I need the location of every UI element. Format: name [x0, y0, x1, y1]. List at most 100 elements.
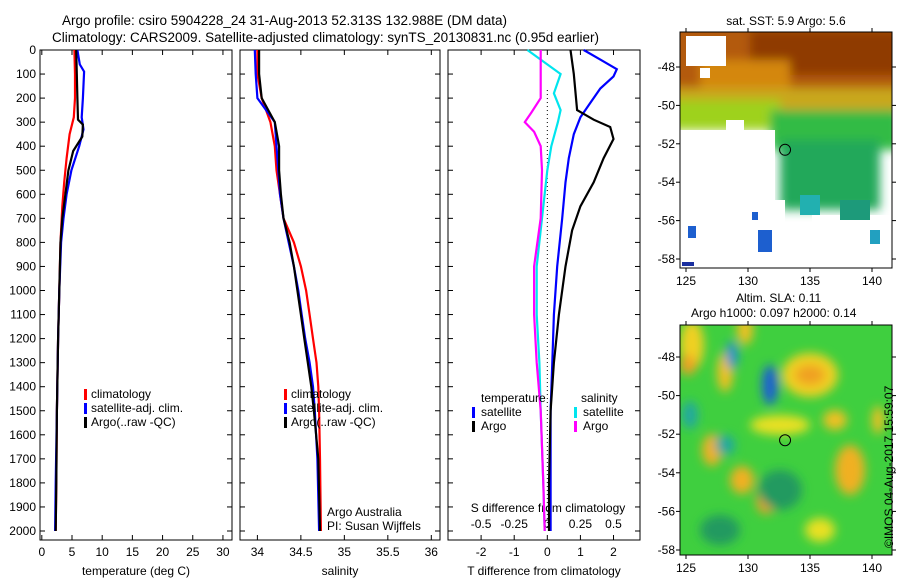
depth-tick-label: 0: [29, 43, 36, 57]
panel-frame: [39, 49, 233, 541]
figure-title: Argo profile: csiro 5904228_24 31-Aug-20…: [62, 13, 507, 28]
x-tick-label: 30: [216, 545, 230, 559]
lon-tick-label: 125: [676, 561, 696, 575]
x-tick-label: 0: [38, 545, 45, 559]
depth-tick-label: 1300: [9, 356, 36, 370]
argo-annotation: PI: Susan Wijffels: [327, 519, 421, 533]
legend-label: Argo: [583, 419, 609, 433]
depth-tick-label: 400: [16, 139, 36, 153]
lat-tick-label: -48: [658, 60, 676, 74]
series-line-salinity-argo: [523, 50, 546, 532]
lat-tick-label: -58: [658, 543, 676, 557]
depth-tick-label: 2000: [9, 524, 36, 538]
x-axis-label: temperature (deg C): [82, 564, 190, 578]
legend-title: temperature: [481, 391, 546, 405]
profile-panel-3: -2 -1 0 1 2 T difference from climatology -0.5…: [447, 49, 641, 578]
series-line-climatology: [256, 50, 322, 532]
legend-label: climatology: [91, 387, 151, 401]
sla-map-frame: [679, 324, 893, 556]
s-tick-label: 0.5: [605, 517, 622, 531]
x-tick-label: 2: [610, 545, 617, 559]
legend-title: salinity: [581, 391, 618, 405]
depth-tick-label: 100: [16, 67, 36, 81]
legend-swatch: [284, 403, 287, 414]
lat-tick-label: -56: [658, 504, 676, 518]
sla-map: [680, 325, 892, 555]
legend-swatch: [472, 421, 475, 432]
s-tick-label: 0.25: [569, 517, 593, 531]
series-line-satellite-adj-clim-: [253, 49, 321, 532]
s-tick-label: -0.25: [501, 517, 529, 531]
x-tick-label: 1: [577, 545, 584, 559]
lat-tick-label: -54: [658, 466, 676, 480]
lon-tick-label: 135: [800, 274, 820, 288]
lon-tick-label: 135: [800, 561, 820, 575]
imos-credit: ©IMOS 04-Aug-2017 15:59:07: [882, 385, 896, 548]
lon-tick-label: 130: [738, 561, 758, 575]
sst-map-title: sat. SST: 5.9 Argo: 5.6: [726, 14, 846, 28]
legend-swatch: [574, 421, 577, 432]
depth-tick-label: 1800: [9, 476, 36, 490]
lon-tick-label: 140: [862, 561, 882, 575]
legend-swatch: [84, 417, 87, 428]
legend-swatch: [472, 407, 475, 418]
legend-swatch: [84, 389, 87, 400]
x-axis-label: T difference from climatology: [467, 564, 621, 578]
x-tick-label: 15: [126, 545, 140, 559]
depth-tick-label: 1200: [9, 332, 36, 346]
x-tick-label: 0: [544, 545, 551, 559]
lat-tick-label: -58: [658, 252, 676, 266]
depth-tick-label: 600: [16, 187, 36, 201]
sla-map-subtitle: Argo h1000: 0.097 h2000: 0.14: [691, 306, 857, 320]
legend-label: Argo: [481, 419, 507, 433]
x-tick-label: 25: [186, 545, 200, 559]
depth-tick-label: 800: [16, 235, 36, 249]
depth-tick-label: 1000: [9, 284, 36, 298]
depth-tick-label: 1400: [9, 380, 36, 394]
depth-tick-label: 1900: [9, 500, 36, 514]
series-line-temperature-argo: [547, 49, 615, 531]
lat-tick-label: -54: [658, 175, 676, 189]
legend-label: Argo(..raw -QC): [291, 415, 376, 429]
depth-tick-label: 1500: [9, 404, 36, 418]
legend-swatch: [284, 389, 287, 400]
lat-tick-label: -52: [658, 137, 676, 151]
depth-tick-label: 1100: [10, 308, 36, 322]
profile-panel-2: 34 34.5 35 35.5 36 salinity climatologysatelli…: [239, 49, 441, 578]
lon-tick-label: 125: [676, 274, 696, 288]
legend-label: satellite-adj. clim.: [291, 401, 383, 415]
depth-tick-label: 500: [16, 163, 36, 177]
argo-annotation: Argo Australia: [327, 505, 402, 519]
sst-map-frame: [679, 31, 893, 269]
x-axis-label: salinity: [322, 564, 359, 578]
x-tick-label: 10: [96, 545, 110, 559]
x-tick-label: 20: [156, 545, 170, 559]
argo-location-marker-sla: [779, 434, 792, 447]
depth-tick-label: 1700: [9, 452, 36, 466]
figure-subtitle: Climatology: CARS2009. Satellite-adjuste…: [52, 30, 599, 45]
x-tick-label: 35: [338, 545, 352, 559]
x-tick-label: 35.5: [376, 545, 400, 559]
lat-tick-label: -50: [658, 98, 676, 112]
x-tick-label: -1: [509, 545, 520, 559]
x-tick-label: 34.5: [289, 545, 313, 559]
legend-label: satellite: [481, 405, 522, 419]
legend-label: climatology: [291, 387, 351, 401]
depth-tick-label: 200: [16, 91, 36, 105]
depth-tick-label: 300: [16, 115, 36, 129]
series-line-argo-raw-qc-: [258, 50, 322, 532]
panel-frame: [447, 49, 641, 541]
legend-swatch: [284, 417, 287, 428]
depth-tick-label: 700: [16, 211, 36, 225]
panel-frame: [239, 49, 441, 541]
x-tick-label: -2: [476, 545, 487, 559]
lon-tick-label: 140: [862, 274, 882, 288]
profile-panels: 0100200300400500600700800900100011001200…: [9, 43, 641, 578]
series-line-temperature-satellite: [549, 49, 619, 531]
depth-tick-label: 1600: [9, 428, 36, 442]
lat-tick-label: -52: [658, 427, 676, 441]
legend-label: Argo(..raw -QC): [91, 415, 176, 429]
sla-map-title: Altim. SLA: 0.11: [736, 291, 821, 305]
x-tick-label: 34: [251, 545, 265, 559]
